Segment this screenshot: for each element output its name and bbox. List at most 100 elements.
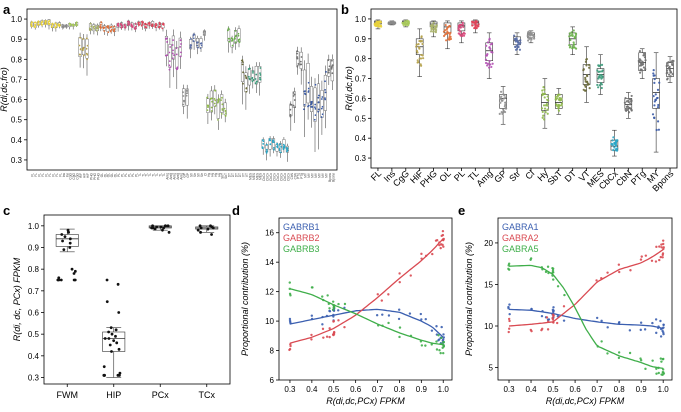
panel-b-point xyxy=(597,86,600,89)
panel-a-point xyxy=(296,50,298,53)
panel-a-x-tick-label: OL xyxy=(110,173,114,177)
panel-e-point xyxy=(508,303,511,306)
panel-b-point xyxy=(515,37,518,40)
panel-a-point xyxy=(331,65,333,68)
panel-b-point xyxy=(517,45,520,49)
panel-a-point xyxy=(82,38,84,40)
panel-a-x-tick-label: CbCx xyxy=(286,173,290,181)
panel-b-point xyxy=(626,105,629,108)
panel-b-point xyxy=(558,104,561,107)
panel-d-point xyxy=(343,302,347,306)
panel-b-point xyxy=(640,61,643,64)
panel-a-point xyxy=(83,54,85,57)
panel-a-point xyxy=(168,64,171,67)
panel-e-point xyxy=(508,327,511,330)
panel-a-point xyxy=(300,56,303,58)
panel-a-point xyxy=(282,143,285,146)
panel-e-point xyxy=(606,352,609,355)
panel-a-point xyxy=(290,103,293,106)
panel-b-box xyxy=(652,78,660,109)
panel-a-point xyxy=(303,108,305,111)
panel-a-x-tick-label: GP xyxy=(183,173,187,178)
panel-d-point xyxy=(289,294,292,297)
panel-a-point xyxy=(33,21,36,24)
panel-a-point xyxy=(279,151,282,154)
panel-e-x-tick-label: 0.6 xyxy=(570,385,582,394)
panel-d-point xyxy=(328,307,331,310)
panel-c-point xyxy=(73,269,77,273)
panel-c-point xyxy=(198,224,202,228)
panel-e-point xyxy=(563,293,566,297)
panel-a-x-tick-label: PL xyxy=(134,173,138,177)
panel-e-point xyxy=(552,314,555,317)
panel-b-point xyxy=(432,30,435,33)
panel-a-x-tick-label: CbN xyxy=(293,172,297,179)
panel-a-point xyxy=(324,98,327,101)
panel-a-x-tick-label: MES xyxy=(255,173,259,180)
panel-b-point xyxy=(504,101,508,104)
panel-b-point xyxy=(401,21,404,24)
panel-a-point xyxy=(197,46,199,49)
panel-a-point xyxy=(307,91,310,93)
panel-a-point xyxy=(171,44,174,46)
panel-c-point xyxy=(59,278,63,282)
panel-a-point xyxy=(214,89,216,92)
panel-b-point xyxy=(375,22,379,25)
panel-a-point xyxy=(292,95,295,97)
panel-a-point xyxy=(159,25,161,28)
panel-d-axes-frame xyxy=(278,217,453,381)
panel-a-point xyxy=(113,25,115,28)
panel-a-point xyxy=(237,32,240,35)
panel-a-point xyxy=(241,63,244,66)
panel-a-x-tick-label: HiF xyxy=(79,173,83,178)
panel-e-point xyxy=(507,268,511,271)
panel-a-x-tick-label: Cl xyxy=(203,173,207,176)
panel-a-point xyxy=(245,90,248,93)
panel-a-x-tick-label: FL xyxy=(58,173,62,177)
panel-a-point xyxy=(127,20,130,23)
panel-a-point xyxy=(124,26,127,29)
panel-b-point xyxy=(446,31,449,35)
panel-a-x-tick-label: CbCx xyxy=(262,173,266,181)
panel-b-point xyxy=(671,63,674,66)
panel-a-x-tick-label: PTg xyxy=(300,173,304,179)
panel-a-x-tick-label: MY xyxy=(304,172,308,178)
panel-b-point xyxy=(442,34,446,38)
panel-a-point xyxy=(313,118,316,121)
panel-a-x-tick-label: MY xyxy=(324,172,328,178)
panel-b-point xyxy=(419,39,422,43)
panel-e-point xyxy=(660,360,663,363)
panel-a-point xyxy=(280,145,282,148)
panel-b-point xyxy=(588,87,591,90)
panel-a-point xyxy=(285,147,288,149)
panel-a-x-tick-label: FL xyxy=(48,173,52,177)
panel-e-point xyxy=(617,263,621,266)
panel-d-point xyxy=(441,243,444,247)
panel-b-point xyxy=(485,44,488,47)
panel-a-point xyxy=(224,109,227,112)
panel-a-point xyxy=(120,22,122,25)
panel-b-point xyxy=(442,30,446,33)
panel-b-point xyxy=(373,24,376,27)
panel-a-point xyxy=(185,89,188,92)
panel-a-point xyxy=(58,24,61,27)
panel-a-point xyxy=(276,144,279,147)
panel-a-point xyxy=(110,28,113,31)
panel-d-point xyxy=(435,348,439,351)
panel-a-point xyxy=(211,100,213,103)
panel-b-point xyxy=(630,94,633,98)
panel-e-legend-entry: GABRA5 xyxy=(502,244,539,254)
panel-e-point xyxy=(661,253,664,257)
panel-d-point xyxy=(331,300,335,303)
panel-label-e: e xyxy=(458,203,465,218)
panel-a-point xyxy=(162,23,165,26)
panel-d-x-tick-label: 0.5 xyxy=(328,385,340,394)
panel-b-y-tick-label: 1.0 xyxy=(355,15,367,24)
panel-b-point xyxy=(502,97,506,100)
panel-e-point xyxy=(655,331,658,335)
panel-a-x-tick-label: MES xyxy=(248,173,252,180)
panel-e-x-tick-label: 0.8 xyxy=(614,385,626,394)
panel-b-y-tick-label: 0.9 xyxy=(355,35,367,44)
panel-b-point xyxy=(516,40,519,43)
panel-b-point xyxy=(461,21,464,24)
